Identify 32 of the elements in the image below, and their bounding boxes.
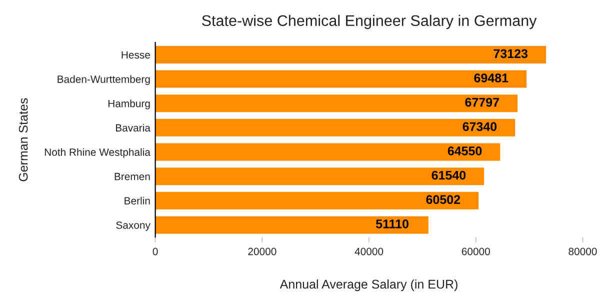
bar	[155, 70, 527, 88]
x-tick-label: 0	[152, 248, 158, 256]
bar	[155, 216, 428, 234]
y-tick-label: Hamburg	[108, 100, 150, 110]
bar	[155, 46, 546, 64]
data-label: 64550	[448, 146, 482, 156]
y-tick-label: Baden-Wurttemberg	[58, 75, 150, 85]
y-tick-label: Berlin	[124, 196, 150, 205]
chart-title: State-wise Chemical Engineer Salary in Germany	[202, 14, 537, 30]
data-label: 73123	[494, 49, 528, 58]
bar	[155, 192, 479, 210]
data-label: 61540	[432, 170, 466, 180]
y-tick-label: Bavaria	[116, 124, 150, 132]
bar	[155, 143, 500, 161]
x-axis-title: Annual Average Salary (in EUR)	[280, 279, 458, 292]
x-tick-label: 20000	[248, 248, 276, 256]
data-label: 69481	[474, 74, 508, 82]
data-label: 67797	[465, 98, 499, 107]
x-tick-label: 40000	[354, 248, 384, 256]
x-tick-label: 80000	[568, 248, 597, 256]
y-axis-title: German States	[18, 98, 28, 182]
y-tick-label: Noth Rhine Westphalia	[44, 148, 150, 158]
data-label: 67340	[462, 122, 497, 132]
data-label: 60502	[426, 195, 460, 204]
y-tick-label: Hesse	[122, 51, 150, 59]
bar	[155, 168, 484, 186]
data-label: 51110	[376, 219, 408, 228]
y-tick-label: Saxony	[116, 221, 150, 231]
x-tick-label: 60000	[462, 248, 490, 256]
y-tick-label: Bremen	[114, 172, 150, 180]
bar	[155, 118, 516, 136]
bar	[155, 94, 518, 112]
